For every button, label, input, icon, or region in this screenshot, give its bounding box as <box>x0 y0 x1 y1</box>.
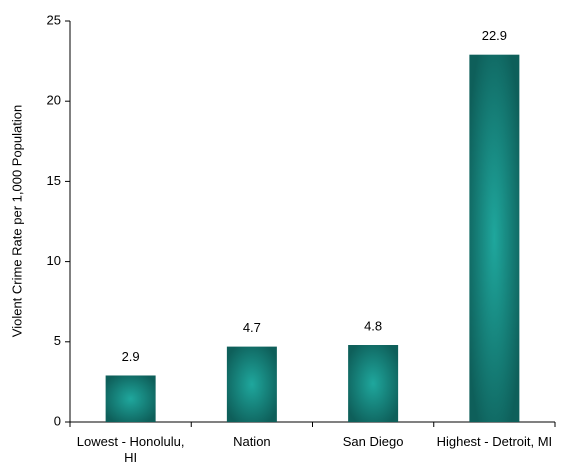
x-tick-label: Lowest - Honolulu, HI <box>76 434 185 465</box>
bar <box>469 54 520 423</box>
bar <box>105 375 156 422</box>
x-tick-label: San Diego <box>342 434 404 449</box>
value-label: 22.9 <box>482 28 507 43</box>
y-axis-label: Violent Crime Rate per 1,000 Population <box>9 105 24 337</box>
value-label: 4.8 <box>364 318 382 333</box>
x-tick-label: Highest - Detroit, MI <box>436 434 553 449</box>
value-label: 4.7 <box>243 320 261 335</box>
y-tick-label: 0 <box>54 413 61 428</box>
x-tick-label: Nation <box>233 434 271 449</box>
value-label: 2.9 <box>122 349 140 364</box>
y-tick-label: 25 <box>47 12 61 27</box>
bar <box>348 345 399 422</box>
y-tick-label: 10 <box>47 253 61 268</box>
y-tick-label: 20 <box>47 93 61 108</box>
y-tick-label: 15 <box>47 173 61 188</box>
y-tick-label: 5 <box>54 333 61 348</box>
bar <box>226 346 277 422</box>
